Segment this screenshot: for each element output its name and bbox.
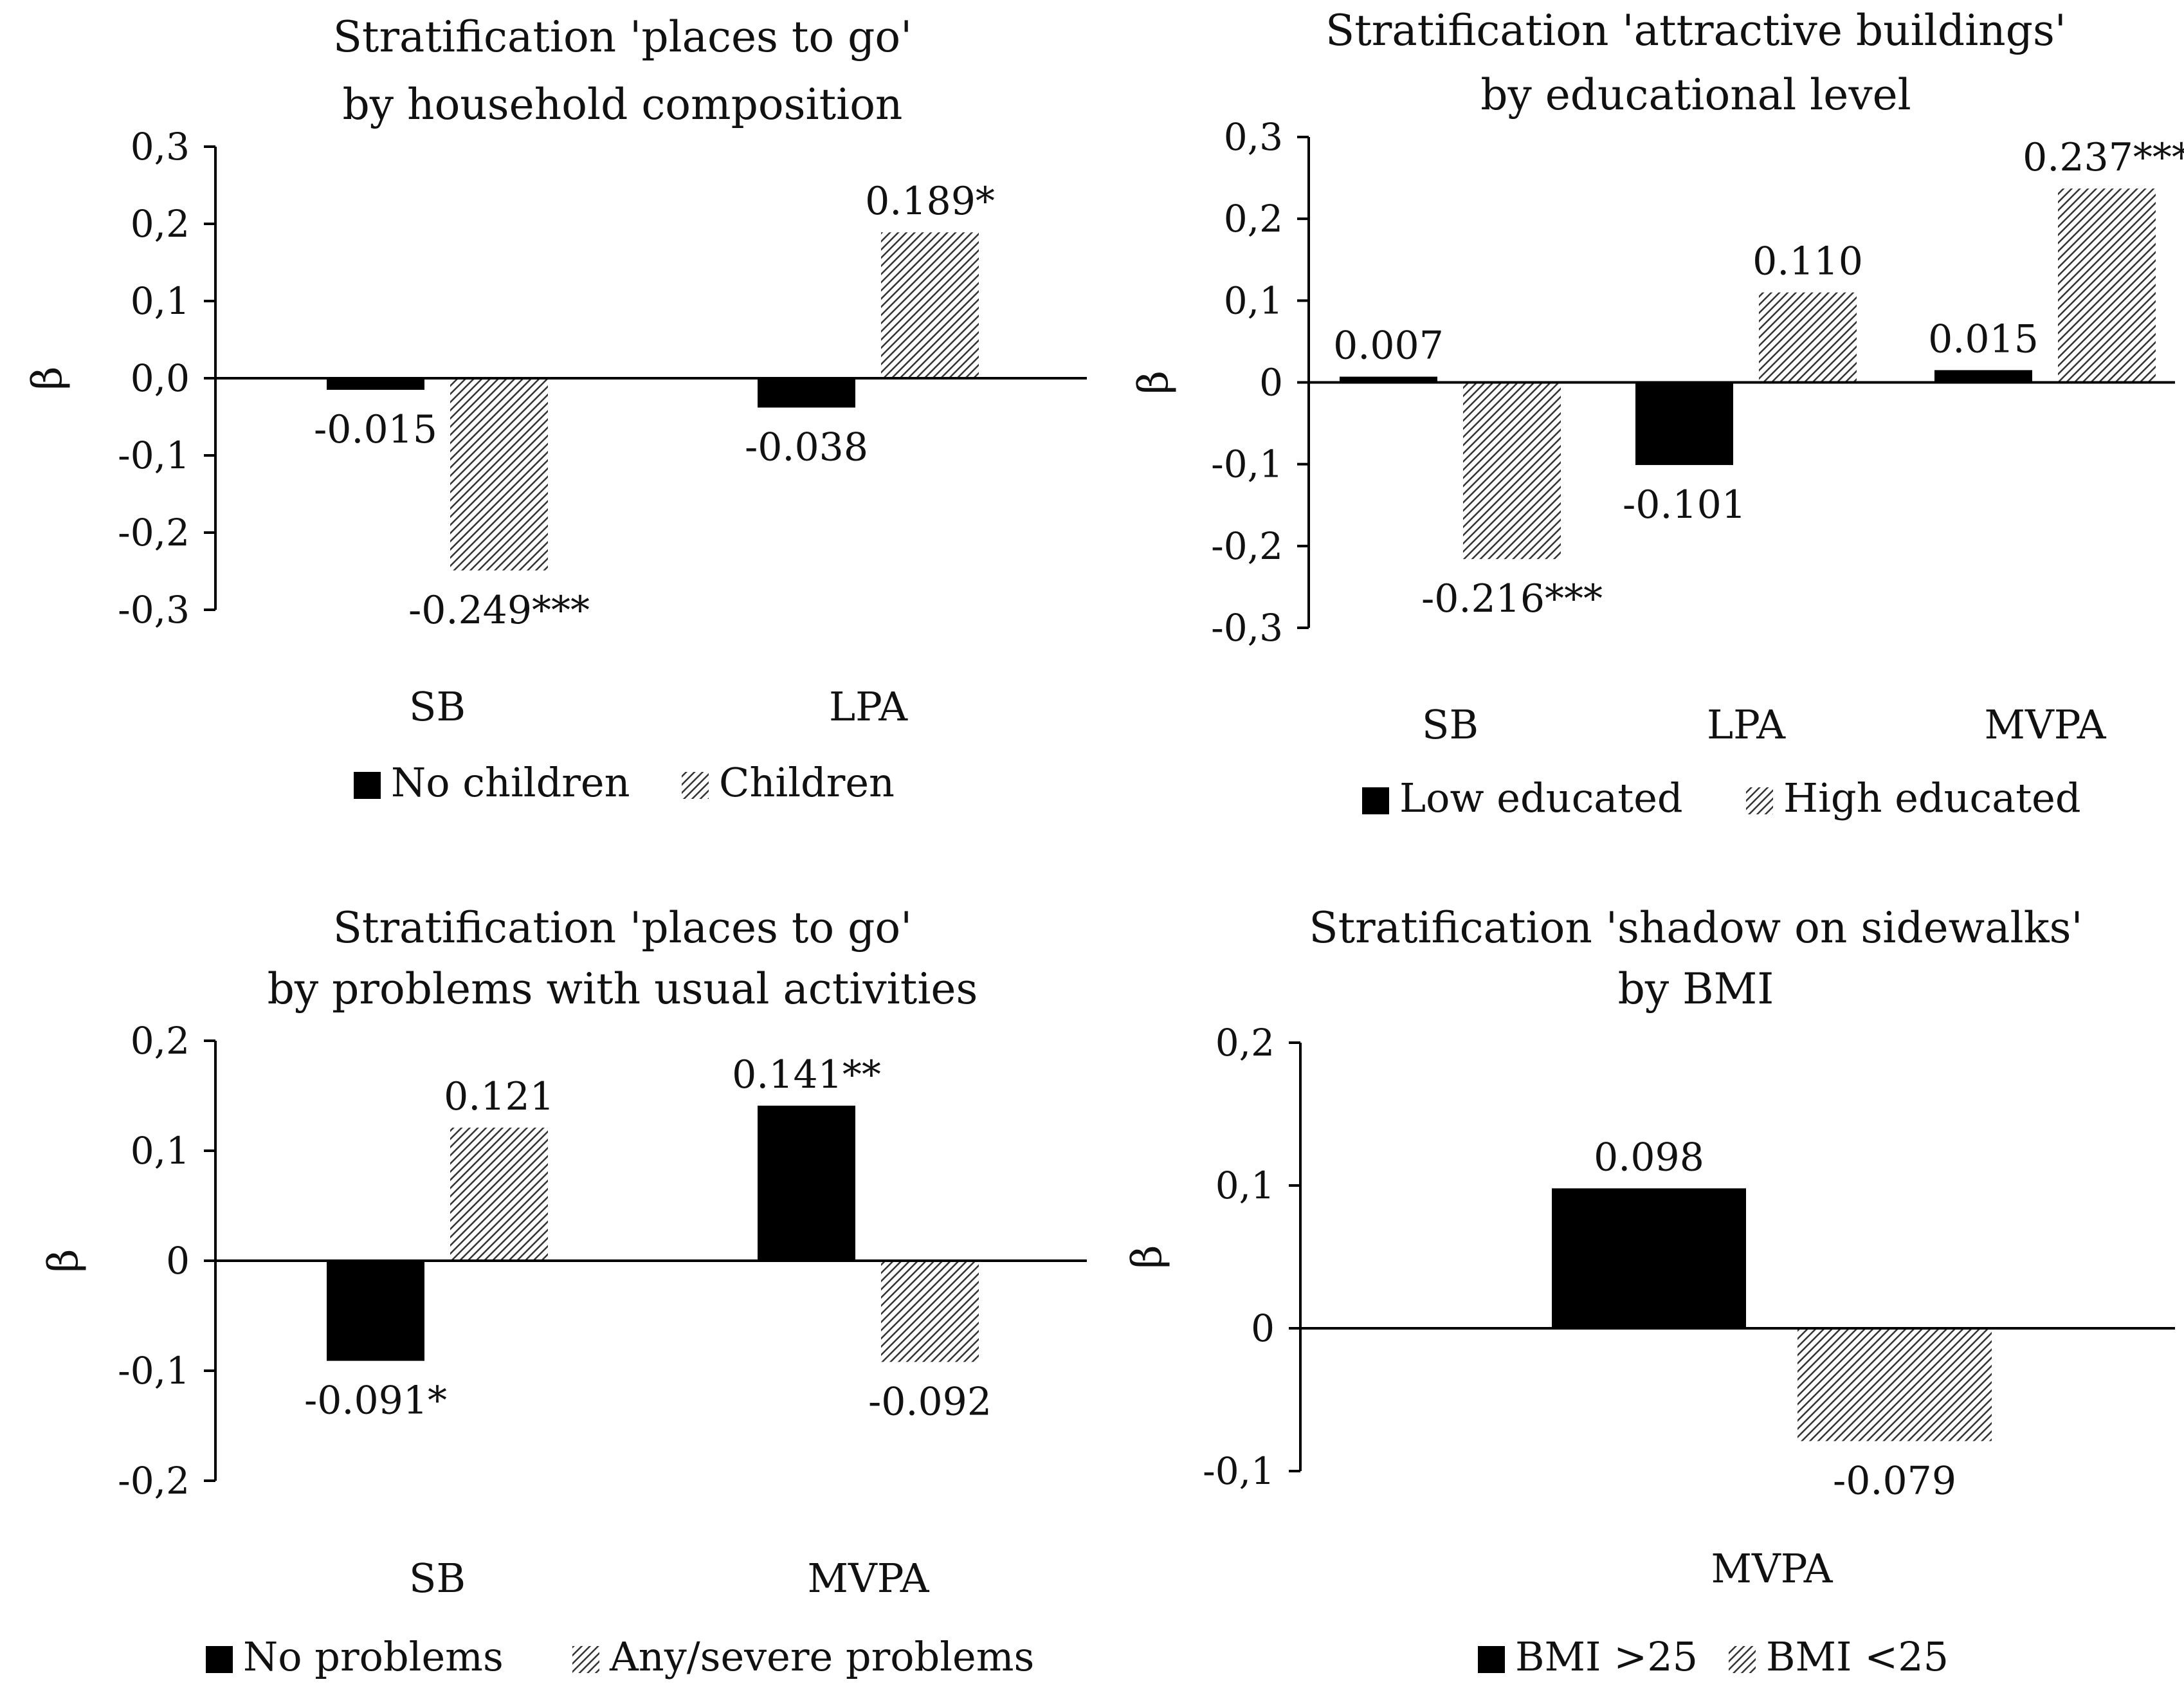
data-label: -0.015: [314, 407, 437, 452]
chart-2-title-line-1: Stratification 'attractive buildings': [1325, 6, 2066, 55]
chart-3-title-line-1: Stratification 'places to go': [333, 903, 913, 953]
category-label-sb: SB: [409, 683, 466, 730]
legend-label: Low educated: [1399, 774, 1683, 821]
chart-1-y-axis-label: β: [24, 367, 71, 390]
bar-solid-lpa: [1635, 382, 1733, 465]
category-label-lpa: LPA: [829, 683, 908, 730]
category-label-lpa: LPA: [1707, 701, 1786, 748]
chart-2-y-tick-label: -0,2: [1211, 524, 1283, 568]
chart-4-y-tick-label: 0,1: [1215, 1164, 1275, 1207]
chart-1-title-line-1: Stratification 'places to go': [333, 12, 913, 62]
legend-swatch-hatched: [1746, 787, 1773, 814]
legend-swatch-solid: [1362, 787, 1389, 814]
chart-3-y-axis-label: β: [40, 1249, 87, 1273]
bar-solid-mvpa: [758, 1105, 855, 1261]
chart-4-title-line-1: Stratification 'shadow on sidewalks': [1309, 903, 2082, 953]
legend-label: High educated: [1783, 774, 2081, 821]
data-label: 0.121: [444, 1074, 554, 1119]
chart-1-y-tick-label: -0,2: [118, 511, 190, 554]
bar-hatched-sb: [1463, 382, 1561, 560]
chart-1-title-line-2: by household composition: [343, 80, 903, 129]
legend-swatch-solid: [354, 772, 381, 799]
legend-label: No problems: [243, 1633, 504, 1680]
bar-solid-sb: [327, 1261, 424, 1361]
legend-label: Children: [719, 759, 895, 806]
chart-3-y-tick-label: 0: [166, 1239, 190, 1283]
chart-2-y-tick-label: 0: [1259, 361, 1283, 405]
chart-2-title-line-2: by educational level: [1480, 70, 1911, 120]
category-label-sb: SB: [1422, 701, 1479, 748]
category-label-sb: SB: [409, 1555, 466, 1602]
data-label: -0.091*: [304, 1378, 447, 1423]
bar-solid-sb: [1340, 376, 1437, 383]
legend-label: BMI <25: [1766, 1633, 1949, 1680]
chart-1-y-tick-label: 0,2: [131, 202, 190, 246]
chart-3-y-tick-label: -0,1: [118, 1349, 190, 1393]
bar-hatched-sb: [450, 378, 548, 571]
legend-swatch-hatched: [682, 772, 709, 799]
chart-2-y-tick-label: 0,3: [1224, 115, 1283, 159]
bar-hatched-lpa: [881, 232, 979, 378]
legend-swatch-solid: [206, 1646, 233, 1673]
chart-4-y-tick-label: 0,2: [1215, 1021, 1275, 1065]
bar-solid-mvpa: [1934, 370, 2032, 383]
legend-swatch-hatched: [1729, 1646, 1756, 1673]
chart-3-y-tick-label: 0,1: [131, 1129, 190, 1173]
data-label: 0.189*: [865, 179, 995, 224]
bar-hatched-mvpa: [881, 1261, 979, 1362]
data-label: -0.079: [1833, 1458, 1956, 1503]
data-label: -0.038: [745, 425, 868, 470]
legend-label: No children: [391, 759, 630, 806]
category-label-mvpa: MVPA: [1711, 1545, 1833, 1592]
data-label: -0.249***: [408, 588, 590, 633]
bar-solid-mvpa: [1552, 1188, 1746, 1328]
data-label: -0.101: [1623, 482, 1746, 527]
chart-4-y-tick-label: -0,1: [1203, 1449, 1275, 1493]
chart-4-y-tick-label: 0: [1251, 1306, 1275, 1350]
chart-1-y-tick-label: 0,0: [131, 356, 190, 400]
data-label: -0.216***: [1421, 576, 1603, 621]
category-label-mvpa: MVPA: [807, 1555, 929, 1602]
chart-1-y-tick-label: -0,3: [118, 588, 190, 632]
bar-hatched-lpa: [1759, 292, 1857, 383]
data-label: 0.110: [1752, 239, 1863, 284]
category-label-mvpa: MVPA: [1984, 701, 2106, 748]
data-label: -0.092: [868, 1379, 992, 1424]
chart-2-y-axis-label: β: [1130, 371, 1178, 394]
data-label: 0.015: [1928, 316, 2039, 361]
chart-2-y-tick-label: -0,1: [1211, 443, 1283, 486]
chart-2-y-tick-label: -0,3: [1211, 606, 1283, 650]
chart-1-y-tick-label: -0,1: [118, 434, 190, 477]
legend-label: Any/severe problems: [609, 1633, 1034, 1680]
chart-1-y-tick-label: 0,1: [131, 279, 190, 323]
bar-hatched-sb: [450, 1128, 548, 1261]
data-label: 0.141**: [732, 1052, 881, 1097]
chart-4-title-line-2: by BMI: [1618, 964, 1774, 1014]
chart-3-y-tick-label: 0,2: [131, 1019, 190, 1063]
legend-swatch-hatched: [572, 1646, 599, 1673]
data-label: 0.007: [1333, 324, 1444, 369]
legend-swatch-solid: [1478, 1646, 1505, 1673]
chart-3-title-line-2: by problems with usual activities: [268, 964, 978, 1014]
chart-2-y-tick-label: 0,2: [1224, 197, 1283, 241]
chart-2-y-tick-label: 0,1: [1224, 279, 1283, 322]
data-label: 0.098: [1594, 1135, 1704, 1180]
bar-solid-sb: [327, 378, 424, 390]
bar-hatched-mvpa: [1797, 1328, 1992, 1441]
data-label: 0.237***: [2023, 135, 2184, 180]
chart-1-y-tick-label: 0,3: [131, 125, 190, 169]
bar-hatched-mvpa: [2058, 188, 2156, 383]
bar-solid-lpa: [758, 378, 855, 408]
legend-label: BMI >25: [1515, 1633, 1698, 1680]
chart-4-y-axis-label: β: [1124, 1245, 1171, 1269]
chart-3-y-tick-label: -0,2: [118, 1459, 190, 1503]
